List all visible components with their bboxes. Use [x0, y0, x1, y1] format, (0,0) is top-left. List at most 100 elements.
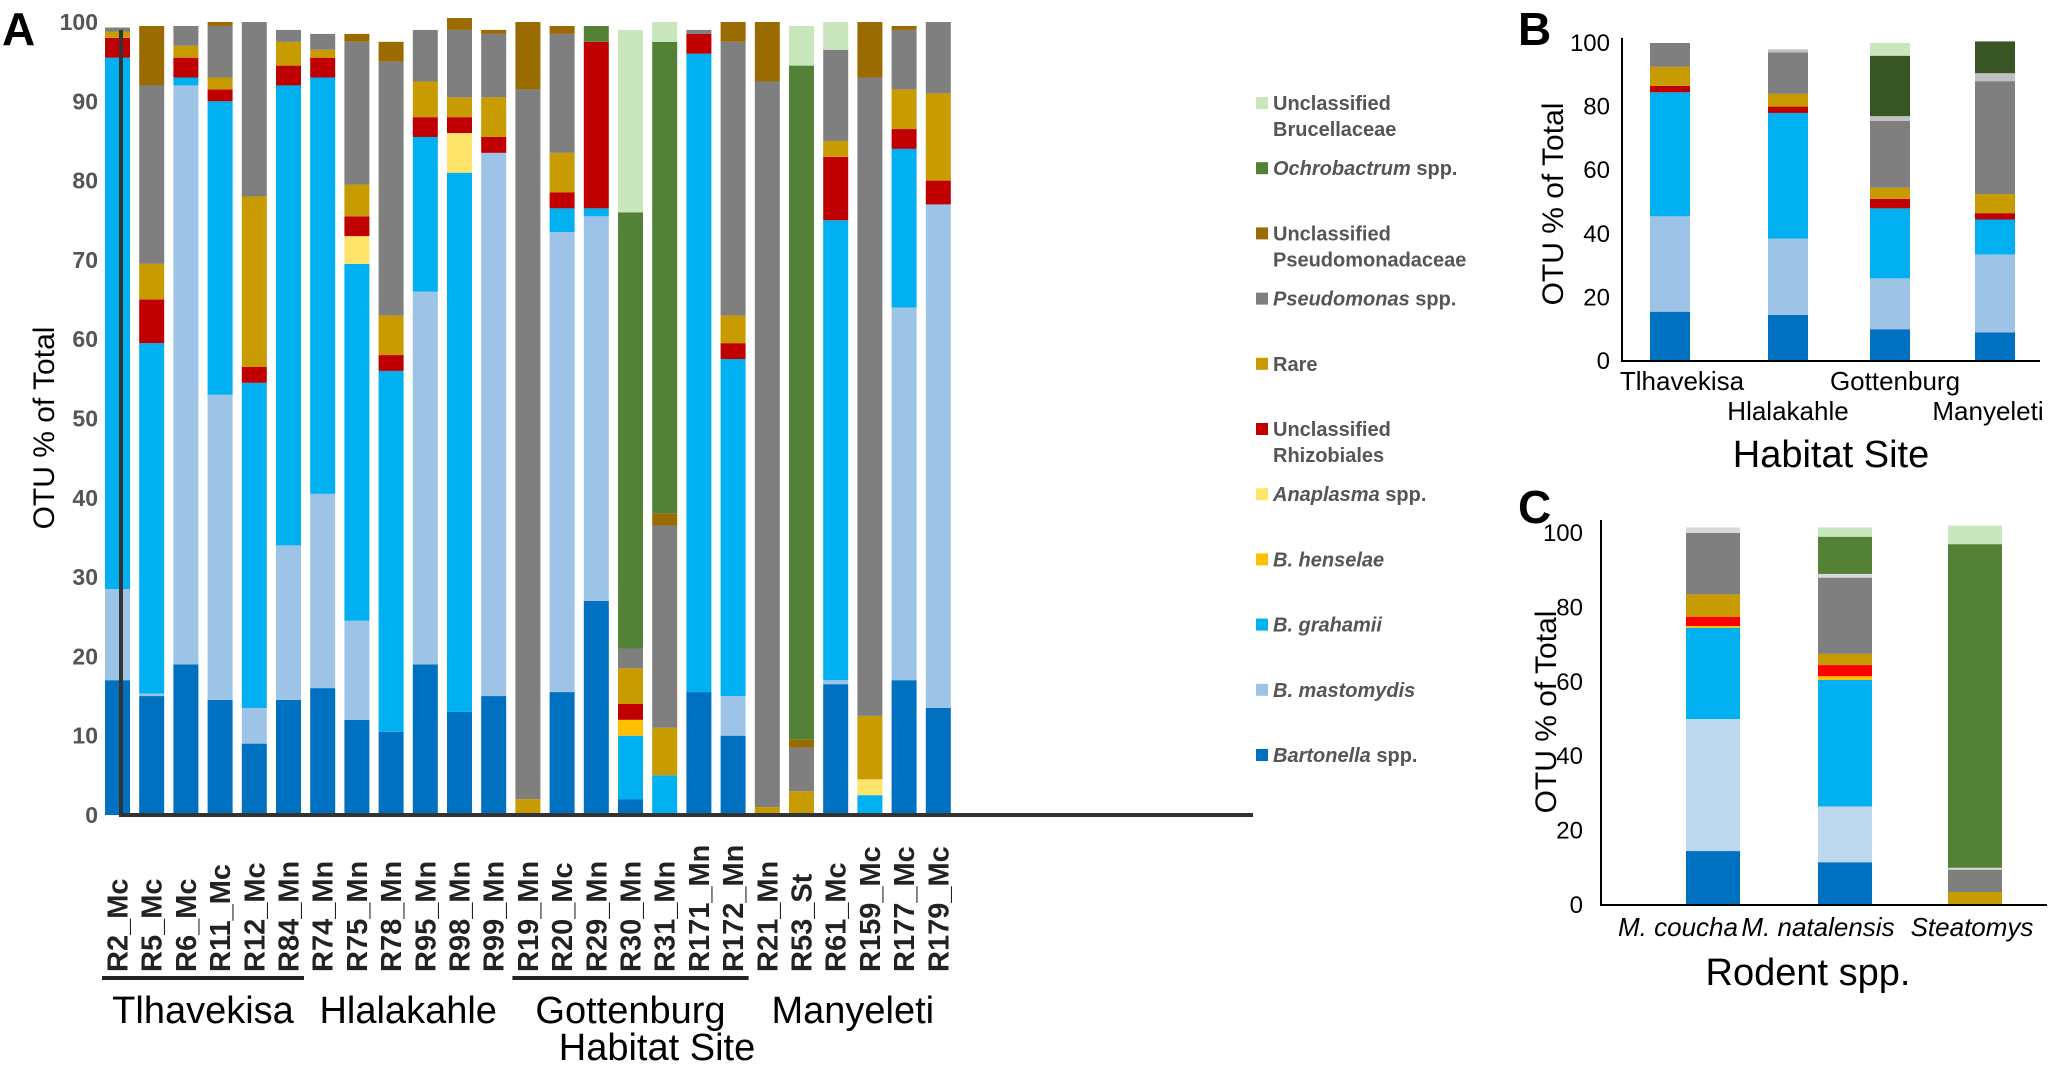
panel-b-label: B	[1518, 3, 1551, 55]
bar-segment-Manyeleti-pseudo	[1975, 81, 2015, 195]
bar-segment-Tlhavekisa-unc_rhi	[1650, 85, 1690, 93]
y-tick-label: 60	[72, 326, 98, 352]
bar-segment-R21_Mn-rare	[754, 807, 780, 815]
bar-segment-R2_Mc-bart	[105, 680, 130, 815]
bar-segment-R21_Mn-pseudo	[754, 81, 780, 808]
bar-segment-R11_Mc-unc_rhi	[207, 89, 233, 102]
y-tick-label: 0	[85, 802, 98, 828]
bar-segment-R19_Mn-pseudo	[515, 89, 541, 800]
bar-segment-R177_Mc-bart	[891, 680, 917, 815]
x-tick-label: Manyeleti	[1932, 396, 2043, 426]
panel-a-y-ticks: 0 10 20 30 40 50 60 70 80 90 100	[60, 9, 98, 828]
bar-segment-Manyeleti-darkgreen	[1975, 41, 2015, 74]
bar-segment-R98_Mn-bart	[447, 711, 472, 815]
bar-segment-R95_Mn-bgra	[412, 136, 438, 292]
bar-segment-R12_Mc-bart	[241, 743, 267, 815]
bar-segment-R61_Mc-bart	[823, 684, 849, 815]
bar-segment-R172_Mn-pseudo	[720, 41, 746, 316]
bar-segment-Mcoucha-pseudo	[1686, 533, 1740, 595]
bar-segment-Steatomys-rare	[1948, 891, 2002, 905]
bar-segment-R74_Mn-bgra	[310, 77, 336, 494]
panel-a-x-ticks: R2_Mc R5_Mc R6_Mc R11_Mc R12_Mc R84_Mn R74_Mn R…	[103, 845, 956, 972]
x-tick-label: R179_Mc	[923, 846, 955, 972]
bar-segment-R53_St-pseudo	[789, 747, 814, 792]
bar-segment-R30_Mn-bgra	[618, 735, 643, 800]
bar-segment-R5_Mc-bgra	[139, 343, 165, 694]
bar-segment-R53_St-unc_pse	[789, 739, 814, 748]
legend-swatch-bhen	[1256, 553, 1268, 566]
bar-segment-R75_Mn-bart	[344, 719, 370, 815]
bar-segment-R159_Mc-unc_pse	[857, 22, 883, 78]
x-tick-label: M. natalensis	[1741, 912, 1894, 942]
legend-label-bgra: B. grahamii	[1273, 615, 1382, 637]
site-group-label: Manyeleti	[771, 990, 934, 1032]
bar-segment-R74_Mn-pseudo	[310, 33, 336, 50]
y-tick-label: 20	[72, 643, 98, 669]
x-tick-label: Steatomys	[1911, 912, 2034, 942]
bar-segment-Mcoucha-rare	[1686, 594, 1740, 617]
bar-segment-Steatomys-lightgray	[1948, 867, 2002, 870]
bar-segment-Mnatalensis-bart	[1818, 862, 1872, 905]
bar-segment-R172_Mn-unc_pse	[720, 22, 746, 42]
bar-segment-R19_Mn-rare	[515, 799, 541, 815]
y-tick-label: 40	[1556, 743, 1583, 770]
bar-segment-R75_Mn-rare	[344, 184, 370, 217]
bar-segment-R6_Mc-bgra	[173, 77, 199, 86]
bar-segment-R98_Mn-anapl	[447, 133, 472, 173]
panel-a-x-label: Habitat Site	[559, 1027, 755, 1069]
bar-segment-R99_Mn-pseudo	[481, 33, 507, 98]
bar-segment-Tlhavekisa-bart	[1650, 311, 1690, 361]
panel-c-x-ticks: M. coucha M. natalensis Steatomys	[1618, 912, 2033, 942]
bar-segment-Gottenburg-unc_rhi	[1870, 198, 1910, 209]
bar-segment-R6_Mc-pseudo	[173, 25, 199, 46]
x-tick-label: R29_Mn	[581, 861, 613, 972]
bar-segment-R61_Mc-bgra	[823, 220, 849, 681]
bar-segment-R11_Mc-bart	[207, 700, 233, 815]
bar-segment-R171_Mn-unc_rhi	[686, 33, 712, 54]
panel-a-y-label: OTU % of Total	[28, 327, 61, 530]
bar-segment-R84_Mn-pseudo	[276, 29, 301, 42]
bar-segment-R172_Mn-bmas	[720, 696, 746, 736]
bar-segment-R2_Mc-bmas	[105, 588, 130, 681]
bar-segment-Hlalakahle-lightgray	[1768, 49, 1808, 53]
bar-segment-R6_Mc-unc_rhi	[173, 57, 199, 78]
bar-segment-R19_Mn-unc_pse	[515, 22, 541, 90]
bar-segment-Mcoucha-unc_rhi	[1686, 616, 1740, 626]
bar-segment-R84_Mn-bmas	[276, 545, 301, 701]
bar-segment-R6_Mc-bart	[173, 664, 199, 815]
bar-segment-Mcoucha-lightgray	[1686, 527, 1740, 533]
bar-segment-R99_Mn-unc_rhi	[481, 136, 507, 153]
legend: Unclassified Brucellaceae Ochrobactrum spp…	[1256, 93, 1466, 767]
bar-segment-R30_Mn-rare	[618, 668, 643, 704]
bar-segment-R74_Mn-bmas	[310, 493, 336, 689]
bar-segment-R95_Mn-bmas	[412, 291, 438, 665]
bar-segment-R6_Mc-rare	[173, 45, 199, 58]
panel-a-label: A	[2, 3, 35, 55]
x-tick-label: R2_Mc	[103, 879, 135, 973]
bar-segment-R159_Mc-rare	[857, 715, 883, 780]
bar-segment-R30_Mn-unc_bru	[618, 29, 643, 213]
y-tick-label: 0	[1597, 348, 1610, 375]
bar-segment-Hlalakahle-bart	[1768, 314, 1808, 361]
bar-segment-R6_Mc-bmas	[173, 85, 199, 665]
bar-segment-Mnatalensis-pseudo	[1818, 577, 1872, 654]
bar-segment-R172_Mn-bart	[720, 735, 746, 815]
bar-segment-Tlhavekisa-rare	[1650, 66, 1690, 86]
bar-segment-R20_Mc-rare	[549, 152, 575, 193]
bar-segment-R74_Mn-bart	[310, 688, 336, 815]
bar-segment-R20_Mc-unc_rhi	[549, 192, 575, 209]
bar-segment-R30_Mn-bart	[618, 799, 643, 815]
bar-segment-R75_Mn-bmas	[344, 620, 370, 720]
panel-c-x-label: Rodent spp.	[1706, 952, 1911, 994]
bar-segment-R31_Mn-unc_pse	[652, 513, 678, 526]
bar-segment-R78_Mn-pseudo	[378, 61, 404, 316]
y-tick-label: 60	[1556, 669, 1583, 696]
bar-segment-Steatomys-unc_bru	[1948, 525, 2002, 545]
y-tick-label: 100	[1543, 520, 1583, 547]
x-tick-label: R11_Mc	[205, 864, 237, 972]
panel-b-x-label: Habitat Site	[1733, 434, 1929, 476]
legend-swatch-unc_rhi	[1256, 423, 1268, 435]
legend-label-bart: Bartonella spp.	[1273, 745, 1417, 767]
bar-segment-R177_Mc-unc_rhi	[891, 129, 917, 149]
y-tick-label: 60	[1583, 157, 1610, 184]
